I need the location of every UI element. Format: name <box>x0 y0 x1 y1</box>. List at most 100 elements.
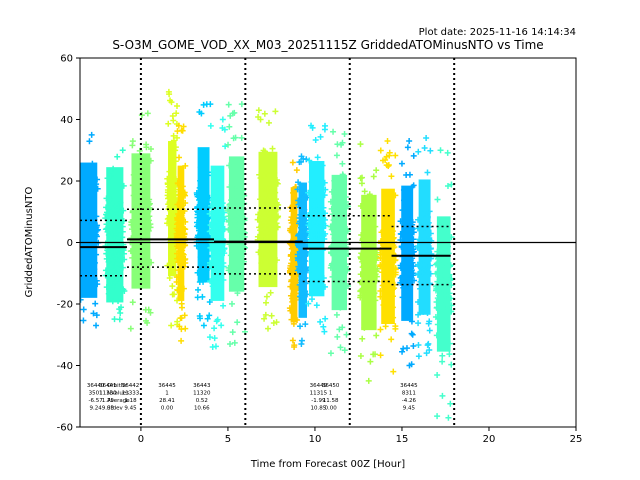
data-point <box>219 116 226 123</box>
data-point <box>112 203 119 210</box>
orbit-stats: OrbitNr NValues Average Stdev 36440 3501 -6.57… <box>87 383 418 412</box>
data-point <box>425 320 432 327</box>
data-point <box>357 288 364 295</box>
data-point <box>167 214 174 221</box>
data-point <box>398 160 405 167</box>
data-point <box>388 173 395 180</box>
orbit-band <box>432 147 455 421</box>
data-point <box>312 137 319 144</box>
data-point <box>81 261 88 268</box>
data-point <box>217 213 224 220</box>
data-point <box>115 260 122 267</box>
data-point <box>402 212 409 219</box>
data-point <box>165 120 172 127</box>
data-point <box>384 271 391 278</box>
data-point <box>447 400 454 407</box>
orbit-band <box>224 101 249 347</box>
data-point <box>439 392 446 399</box>
stats-column: 36450 1 11.58 0.00 <box>322 383 340 412</box>
data-point <box>390 234 397 241</box>
stats-column: 36441 11330 1.75 9.03 <box>99 383 117 412</box>
data-point <box>334 333 341 340</box>
data-point <box>333 184 340 191</box>
data-point <box>363 224 370 231</box>
stats-header-line: Average <box>107 398 130 404</box>
data-point <box>381 275 388 282</box>
data-point <box>111 227 118 234</box>
data-point <box>176 154 183 161</box>
data-point <box>317 318 324 325</box>
data-point <box>316 195 323 202</box>
data-point <box>330 221 337 228</box>
data-point <box>173 274 180 281</box>
data-point <box>339 171 346 178</box>
data-point <box>200 163 207 170</box>
data-point <box>422 193 429 200</box>
data-point <box>417 274 424 281</box>
data-point <box>377 288 384 295</box>
data-point <box>197 231 204 238</box>
data-point <box>370 224 377 231</box>
data-point <box>262 222 269 229</box>
data-point <box>234 290 241 297</box>
data-point <box>136 209 143 216</box>
data-point <box>443 298 450 305</box>
data-point <box>221 245 228 252</box>
data-point <box>136 147 143 154</box>
data-point <box>320 204 327 211</box>
data-point <box>358 180 365 187</box>
data-point <box>366 281 373 288</box>
data-point <box>173 214 180 221</box>
orbit-band <box>414 134 435 360</box>
data-point <box>227 212 234 219</box>
plot-date: Plot date: 2025-11-16 14:14:34 <box>419 27 576 38</box>
data-point <box>295 201 302 208</box>
stats-value: 0.00 <box>161 406 174 412</box>
data-point <box>200 101 207 108</box>
stats-header-line: Stdev <box>107 406 124 412</box>
data-point <box>433 299 440 306</box>
data-point <box>328 188 335 195</box>
data-point <box>80 252 83 254</box>
data-point <box>212 194 219 201</box>
data-point <box>402 205 409 212</box>
data-point <box>112 261 119 268</box>
data-point <box>443 309 450 316</box>
data-point <box>116 216 123 223</box>
data-point <box>436 292 443 299</box>
data-point <box>264 325 271 332</box>
data-point <box>337 344 344 351</box>
data-point <box>107 196 114 203</box>
data-point <box>82 248 89 255</box>
data-point <box>397 218 404 225</box>
data-point <box>199 192 206 199</box>
data-point <box>296 281 303 288</box>
data-point <box>407 263 414 270</box>
data-point <box>179 258 186 265</box>
data-point <box>94 222 101 229</box>
data-point <box>217 191 224 198</box>
data-point <box>195 286 202 293</box>
data-point <box>144 319 151 326</box>
data-point <box>288 316 295 323</box>
data-point <box>212 343 219 350</box>
data-point <box>328 226 335 233</box>
data-point <box>367 230 374 237</box>
data-point <box>107 252 114 259</box>
stats-value: 36443 <box>193 383 211 389</box>
data-point <box>314 154 321 161</box>
data-point <box>180 285 187 292</box>
data-point <box>231 109 238 116</box>
data-point <box>365 377 372 384</box>
data-point <box>401 290 408 297</box>
data-point <box>128 226 135 233</box>
data-point <box>370 266 377 273</box>
data-point <box>313 202 320 209</box>
data-point <box>178 212 185 219</box>
data-point <box>398 231 405 238</box>
data-point <box>226 162 233 169</box>
stats-value: 11315 <box>310 391 328 397</box>
data-point <box>337 304 344 311</box>
data-point <box>357 353 364 360</box>
data-point <box>204 214 211 221</box>
